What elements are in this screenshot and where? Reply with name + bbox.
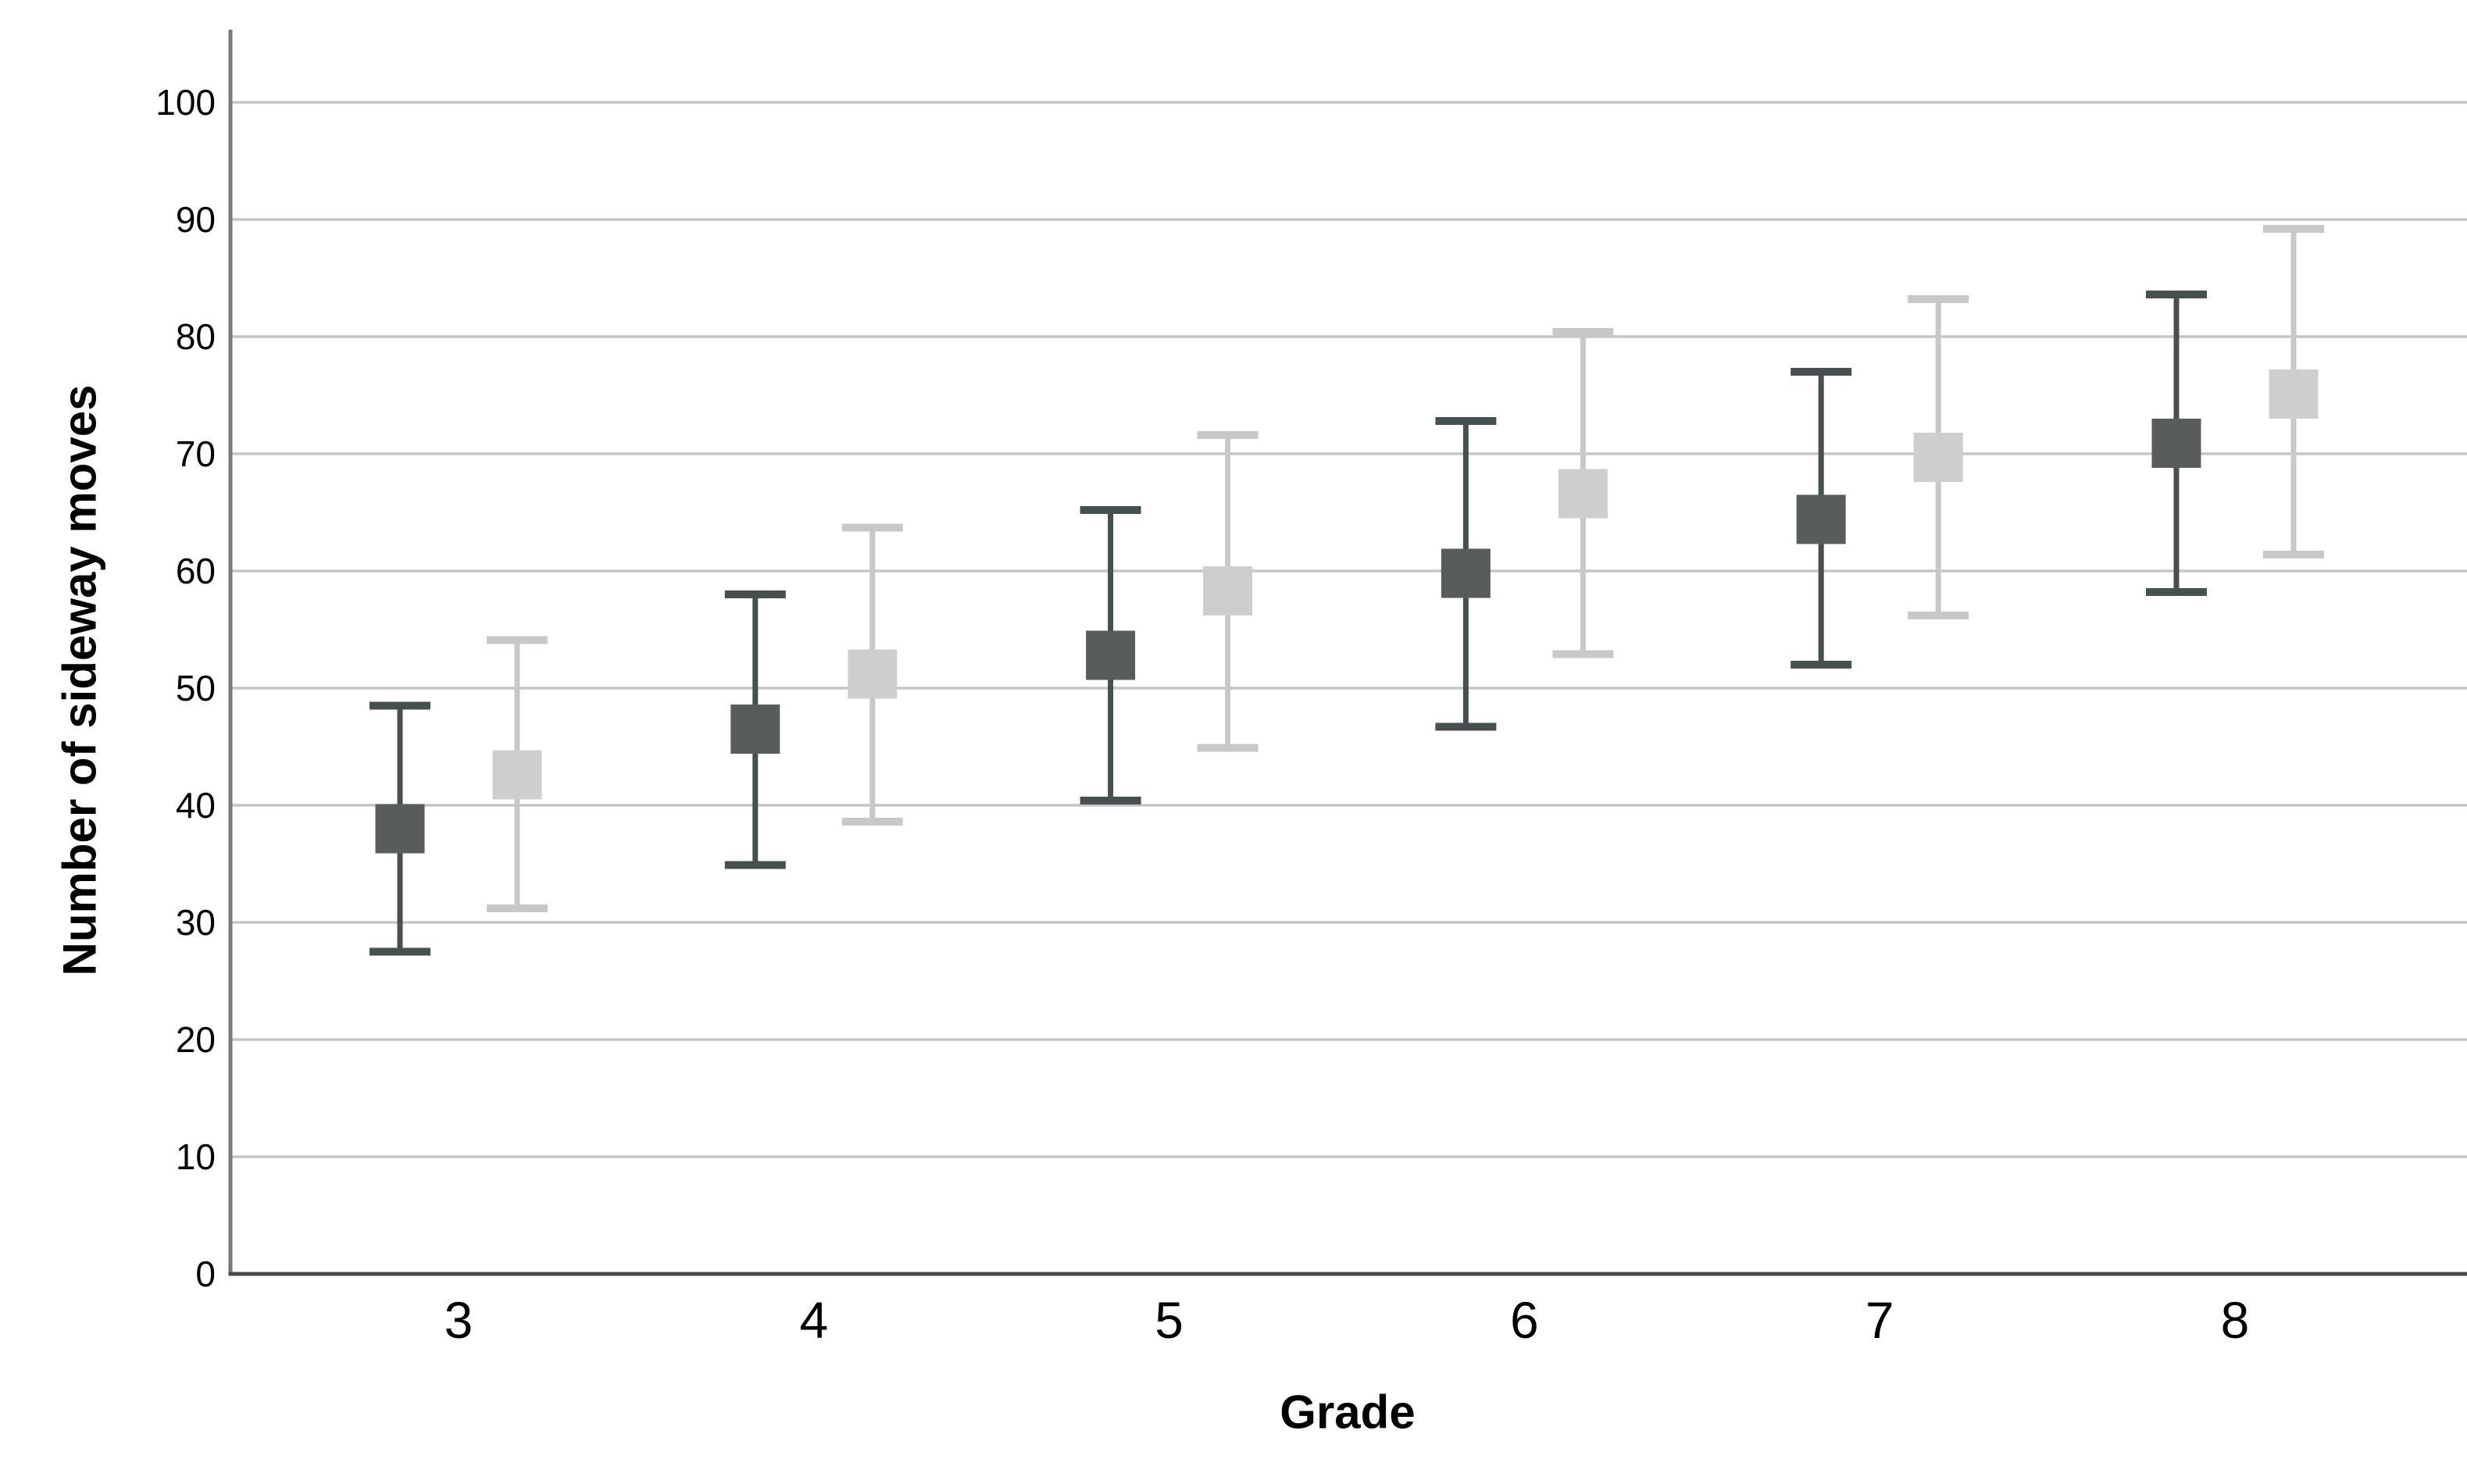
chart-canvas: 0 10 20 30 40 50 60 70 80 90 100 3 4 5 6 7 8 Grade Number … (54, 30, 2467, 1439)
y-tick-label-90: 90 (176, 199, 216, 240)
y-axis-title: Number of sideway moves (54, 385, 106, 976)
errorbar-group-grade-3-light-gray (487, 636, 548, 912)
mean-marker (1558, 469, 1608, 519)
y-tick-label-80: 80 (176, 316, 216, 357)
errorbar-group-grade-6-dark-gray (1435, 417, 1497, 731)
y-tick-label-100: 100 (155, 82, 216, 123)
mean-marker (2151, 419, 2201, 468)
errorbar-group-grade-4-dark-gray (724, 590, 786, 869)
x-tick-label-5: 5 (1155, 1291, 1184, 1349)
gridlines (230, 101, 2467, 1158)
mean-marker (848, 649, 898, 699)
errorbar-group-grade-8-dark-gray (2146, 291, 2207, 596)
series-dark-gray (370, 291, 2207, 956)
errorbar-group-grade-7-light-gray (1908, 295, 1969, 619)
mean-marker (375, 804, 425, 854)
y-tick-label-30: 30 (176, 902, 216, 943)
x-tick-label-6: 6 (1510, 1291, 1539, 1349)
errorbar-group-grade-4-light-gray (841, 523, 903, 826)
mean-marker (492, 750, 542, 800)
errorbar-group-grade-7-dark-gray (1790, 368, 1852, 669)
errorbar-group-grade-8-light-gray (2263, 225, 2324, 558)
errorbar-group-grade-5-light-gray (1197, 431, 1258, 752)
x-axis-title: Grade (1280, 1386, 1415, 1439)
mean-marker (1086, 630, 1136, 680)
y-tick-label-10: 10 (176, 1136, 216, 1177)
errorbar-group-grade-6-light-gray (1552, 328, 1614, 658)
mean-marker (730, 705, 780, 754)
x-tick-label-4: 4 (799, 1291, 828, 1349)
y-tick-label-20: 20 (176, 1019, 216, 1060)
mean-marker (1203, 566, 1253, 615)
x-tick-label-7: 7 (1865, 1291, 1894, 1349)
y-tick-label-0: 0 (195, 1254, 216, 1294)
mean-marker (1796, 494, 1846, 544)
y-tick-label-40: 40 (176, 785, 216, 826)
errorbar-group-grade-3-dark-gray (370, 701, 430, 956)
x-tick-label-3: 3 (444, 1291, 473, 1349)
y-tick-label-60: 60 (176, 551, 216, 591)
y-tick-label-70: 70 (176, 433, 216, 474)
errorbar-chart: 0 10 20 30 40 50 60 70 80 90 100 3 4 5 6 7 8 Grade Number … (31, 12, 2467, 1472)
mean-marker (1913, 433, 1963, 482)
series-light-gray (487, 225, 2324, 912)
x-tick-labels: 3 4 5 6 7 8 (444, 1291, 2250, 1349)
y-tick-label-50: 50 (176, 668, 216, 708)
mean-marker (1441, 548, 1491, 598)
mean-marker (2269, 369, 2319, 419)
errorbar-group-grade-5-dark-gray (1080, 506, 1141, 804)
y-tick-labels: 0 10 20 30 40 50 60 70 80 90 100 (155, 82, 216, 1294)
x-tick-label-8: 8 (2221, 1291, 2250, 1349)
